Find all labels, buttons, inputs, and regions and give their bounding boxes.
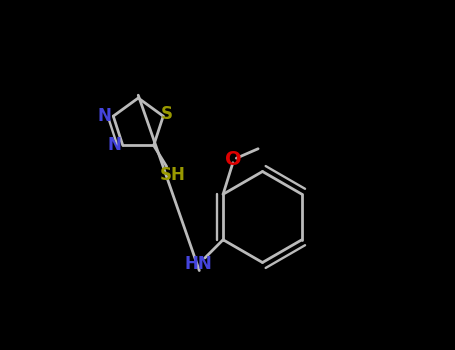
Text: N: N (97, 107, 111, 125)
Text: O: O (225, 150, 242, 169)
Text: SH: SH (160, 166, 186, 184)
Text: N: N (107, 136, 121, 154)
Text: HN: HN (185, 255, 212, 273)
Text: S: S (161, 105, 173, 124)
